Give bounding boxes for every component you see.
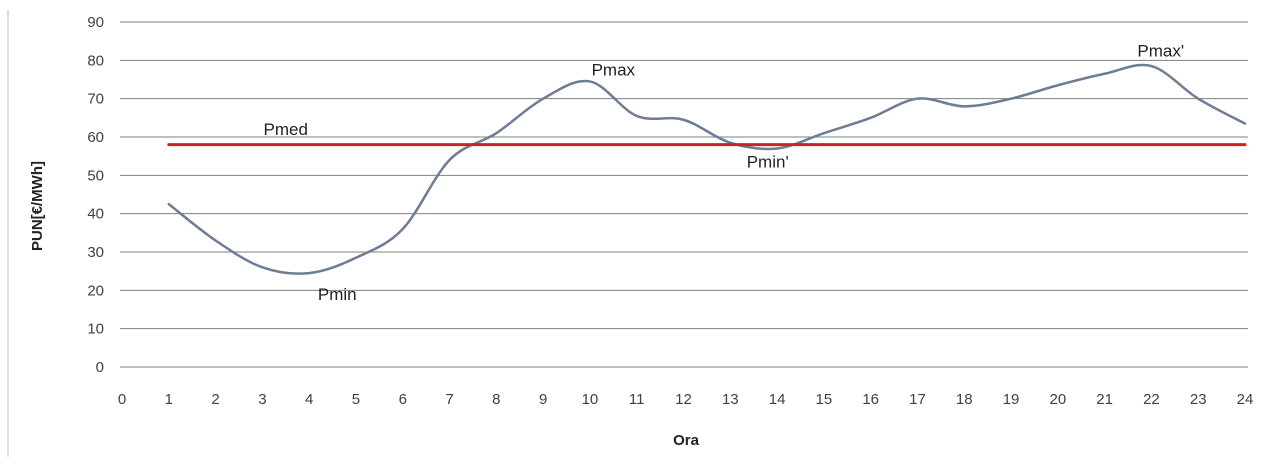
annotation-pmed: Pmed [264,120,308,139]
x-tick-label: 0 [118,391,126,408]
x-tick-label: 13 [722,391,739,408]
y-tick-label: 40 [87,206,104,223]
x-tick-label: 3 [258,391,266,408]
x-tick-labels: 0 1 2 3 4 5 6 7 8 9 10 11 12 13 14 15 16 17 18 19 20 21 22 23 24 [118,391,1254,408]
x-tick-label: 23 [1190,391,1207,408]
series [167,63,1247,275]
y-tick-label: 60 [87,129,104,146]
x-tick-label: 8 [492,391,500,408]
y-tick-label: 90 [87,14,104,31]
gridlines [120,21,1248,368]
x-tick-label: 16 [862,391,879,408]
x-tick-label: 19 [1003,391,1020,408]
x-tick-label: 5 [352,391,360,408]
y-tick-label: 70 [87,91,104,108]
x-tick-label: 2 [211,391,219,408]
x-tick-label: 18 [956,391,973,408]
annotation-pmin: Pmin [318,285,357,304]
x-tick-label: 20 [1049,391,1066,408]
x-tick-label: 17 [909,391,926,408]
x-tick-label: 1 [165,391,173,408]
x-tick-label: 15 [816,391,833,408]
y-tick-label: 10 [87,321,104,338]
annotation-pmax: Pmax [592,61,636,80]
x-tick-label: 7 [445,391,453,408]
y-tick-label: 50 [87,167,104,184]
y-axis-title: PUN[€/MWh] [29,161,46,251]
x-tick-label: 10 [582,391,599,408]
x-tick-label: 21 [1096,391,1113,408]
y-tick-label: 80 [87,52,104,69]
y-tick-labels: 0 10 20 30 40 50 60 70 80 90 [87,14,104,376]
y-tick-label: 0 [96,359,104,376]
y-tick-label: 30 [87,244,104,261]
annotation-pmin: Pmin' [747,153,789,172]
x-tick-label: 9 [539,391,547,408]
x-axis-title: Ora [673,432,700,449]
x-tick-label: 12 [675,391,692,408]
annotation-pmax: Pmax' [1137,42,1184,61]
x-tick-label: 24 [1237,391,1254,408]
annotations: Pmed Pmin Pmax Pmin' Pmax' [264,42,1185,304]
x-tick-label: 22 [1143,391,1160,408]
x-tick-label: 11 [629,391,645,408]
x-tick-label: 6 [399,391,407,408]
series-line-pun [167,63,1247,275]
y-tick-label: 20 [87,282,104,299]
x-tick-label: 14 [769,391,786,408]
x-tick-label: 4 [305,391,313,408]
